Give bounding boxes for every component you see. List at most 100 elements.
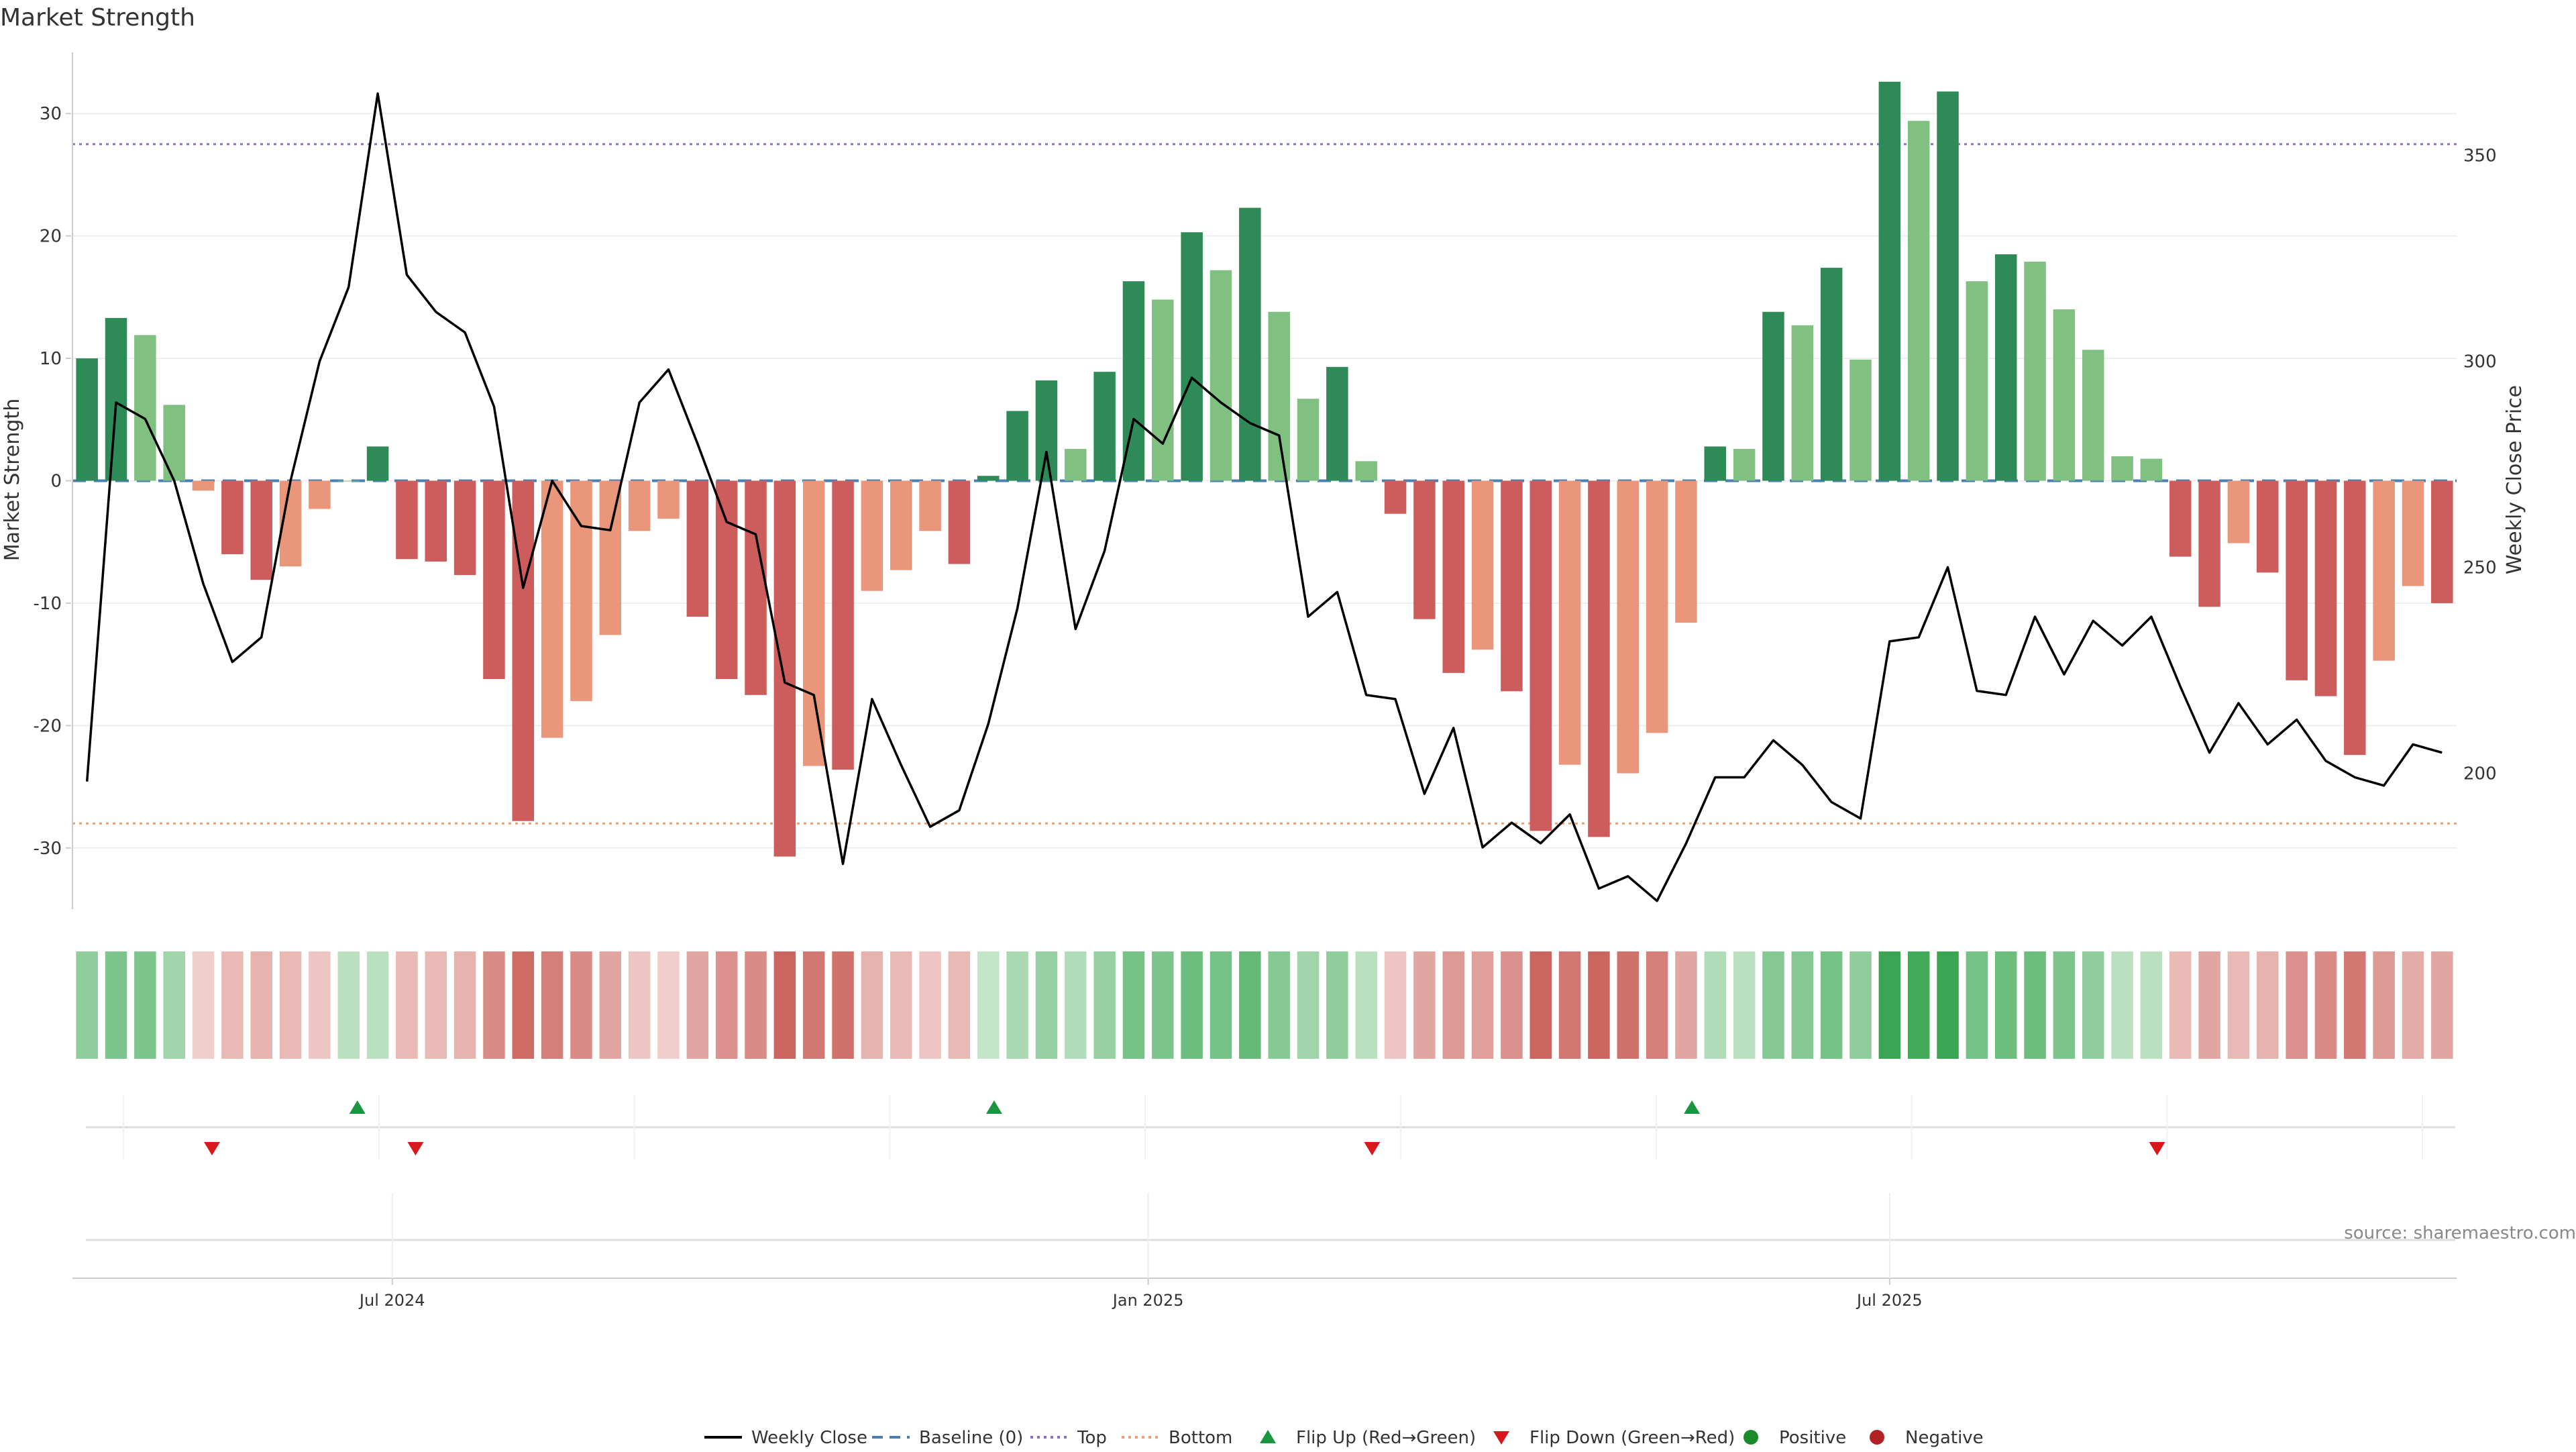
strength-bar <box>1413 480 1436 619</box>
x-tick-label: Jul 2025 <box>1856 1291 1923 1310</box>
strength-bar <box>1297 399 1320 481</box>
weekly-close-line <box>85 92 2443 902</box>
heat-cell <box>1355 951 1377 1059</box>
heat-cell <box>425 951 447 1059</box>
legend: Weekly Close Baseline (0) Top Bottom Flip Up… <box>704 1428 1984 1448</box>
weekly-close-series <box>85 92 2443 902</box>
heat-cell <box>1558 951 1581 1059</box>
heat-cell <box>1646 951 1668 1059</box>
heat-cell <box>366 951 389 1059</box>
heat-cell <box>1878 951 1901 1059</box>
legend-dot-icon <box>1870 1430 1884 1445</box>
heat-cell <box>861 951 883 1059</box>
heat-cell <box>1442 951 1464 1059</box>
strength-heat-strip <box>76 951 2453 1059</box>
strength-bar <box>1442 480 1464 673</box>
heat-cell <box>2169 951 2192 1059</box>
heat-cell <box>2082 951 2104 1059</box>
strength-bar <box>2344 480 2366 756</box>
flip-markers-panel <box>86 1095 2455 1241</box>
heat-cell <box>2198 951 2220 1059</box>
heat-cell <box>2286 951 2308 1059</box>
strength-bar <box>2111 456 2133 481</box>
strength-bar <box>1704 446 1727 481</box>
strength-bar <box>832 480 854 770</box>
strength-bar <box>715 480 738 680</box>
heat-cell <box>1006 951 1028 1059</box>
y-tick-label: 10 <box>40 349 62 369</box>
strength-bar <box>570 480 592 701</box>
y-tick-label: -30 <box>34 839 62 859</box>
strength-bar <box>309 480 331 509</box>
strength-bar <box>512 480 535 821</box>
strength-bar <box>1326 366 1348 481</box>
heat-cell <box>890 951 912 1059</box>
strength-bar <box>948 480 971 564</box>
heat-cell <box>1762 951 1784 1059</box>
heat-cell <box>1937 951 1959 1059</box>
strength-bar <box>1617 480 1640 774</box>
heat-cell <box>250 951 272 1059</box>
heat-cell <box>2314 951 2337 1059</box>
heat-cell <box>1966 951 1988 1059</box>
y-tick-label: 30 <box>40 104 62 124</box>
strength-bar <box>2373 480 2395 661</box>
flip-down-marker <box>2149 1142 2165 1155</box>
flip-up-marker <box>1684 1100 1701 1114</box>
y2-tick-label: 350 <box>2463 146 2497 166</box>
strength-bar <box>134 335 156 481</box>
strength-bar <box>628 480 651 531</box>
strength-bar <box>1646 480 1668 733</box>
strength-bar <box>1762 311 1784 481</box>
strength-bar <box>1355 461 1377 481</box>
strength-bar <box>425 480 447 562</box>
strength-bar <box>599 480 622 635</box>
heat-cell <box>1704 951 1727 1059</box>
legend-label: Baseline (0) <box>919 1428 1023 1448</box>
legend-label: Top <box>1077 1428 1107 1448</box>
heat-cell <box>1994 951 2017 1059</box>
strength-bar <box>483 480 505 680</box>
strength-bar <box>366 446 389 481</box>
heat-cell <box>1849 951 1872 1059</box>
y-tick-label: 20 <box>40 227 62 247</box>
strength-bar <box>192 480 215 491</box>
strength-bar <box>2314 480 2337 696</box>
strength-bar <box>686 480 709 617</box>
heat-cell <box>105 951 127 1059</box>
heat-cell <box>773 951 796 1059</box>
strength-bar <box>105 317 127 481</box>
heat-cell <box>715 951 738 1059</box>
strength-bar <box>541 480 564 738</box>
strength-bar <box>2082 350 2104 481</box>
y-tick-label: 0 <box>50 472 62 492</box>
strength-bar <box>163 405 185 481</box>
heat-cell <box>309 951 331 1059</box>
strength-bar <box>1791 325 1814 481</box>
heat-cell <box>2257 951 2279 1059</box>
y-tick-label: -20 <box>34 716 62 736</box>
y2-tick-label: 300 <box>2463 352 2497 372</box>
strength-bar <box>250 480 272 580</box>
heat-cell <box>396 951 418 1059</box>
heat-cell <box>2373 951 2395 1059</box>
strength-bar <box>1966 281 1988 481</box>
x-axis: Jul 2024 Jan 2025 Jul 2025 <box>72 1193 2457 1310</box>
heat-cell <box>453 951 476 1059</box>
heat-cell <box>2227 951 2250 1059</box>
strength-bar <box>1820 268 1843 481</box>
heat-cell <box>599 951 622 1059</box>
strength-bar <box>2169 480 2192 557</box>
strength-bar <box>1471 480 1494 650</box>
y-axis-left-label: Market Strength <box>1 399 24 561</box>
heat-cell <box>628 951 651 1059</box>
heat-cell <box>1413 951 1436 1059</box>
heat-cell <box>163 951 185 1059</box>
heat-cell <box>1471 951 1494 1059</box>
strength-bar <box>2257 480 2279 573</box>
strength-bar <box>919 480 941 531</box>
heat-cell <box>1820 951 1843 1059</box>
y-axis-right-label: Weekly Close Price <box>2503 385 2526 574</box>
heat-cell <box>1297 951 1320 1059</box>
